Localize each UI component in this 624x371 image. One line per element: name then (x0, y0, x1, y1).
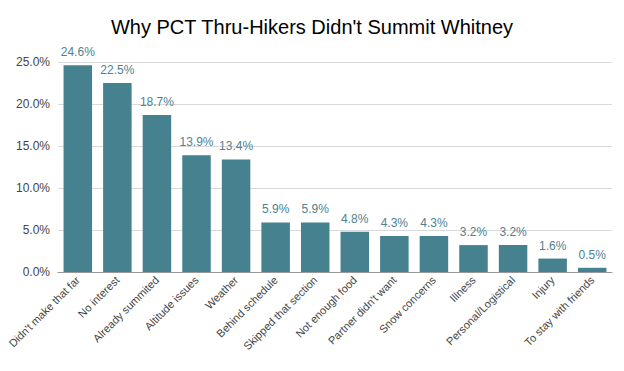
svg-text:Personal/Logistical: Personal/Logistical (444, 274, 518, 348)
svg-text:10.0%: 10.0% (16, 181, 50, 195)
svg-text:To stay with friends: To stay with friends (522, 273, 597, 348)
svg-text:Didn't make that far: Didn't make that far (6, 274, 82, 350)
svg-text:25.0%: 25.0% (16, 55, 50, 69)
svg-text:13.4%: 13.4% (219, 139, 253, 153)
svg-text:Already summited: Already summited (91, 274, 162, 345)
svg-text:22.5%: 22.5% (100, 63, 134, 77)
svg-text:15.0%: 15.0% (16, 139, 50, 153)
svg-text:18.7%: 18.7% (140, 95, 174, 109)
svg-text:Injury: Injury (529, 273, 557, 301)
svg-text:Behind schedule: Behind schedule (214, 273, 280, 340)
svg-text:20.0%: 20.0% (16, 97, 50, 111)
svg-text:3.2%: 3.2% (499, 225, 527, 239)
svg-text:Weather: Weather (203, 274, 241, 312)
svg-text:3.2%: 3.2% (460, 225, 488, 239)
svg-text:0.5%: 0.5% (579, 248, 607, 262)
svg-text:Illness: Illness (447, 273, 478, 304)
svg-text:5.0%: 5.0% (23, 223, 51, 237)
svg-text:1.6%: 1.6% (539, 239, 567, 253)
svg-text:Why PCT Thru-Hikers Didn't Sum: Why PCT Thru-Hikers Didn't Summit Whitne… (111, 16, 513, 38)
svg-text:5.9%: 5.9% (302, 202, 330, 216)
svg-text:Altitude issues: Altitude issues (142, 273, 201, 332)
svg-text:4.3%: 4.3% (381, 216, 409, 230)
svg-text:4.8%: 4.8% (341, 212, 369, 226)
svg-text:24.6%: 24.6% (61, 45, 95, 59)
svg-text:13.9%: 13.9% (179, 135, 213, 149)
svg-text:Skipped that section: Skipped that section (241, 274, 319, 352)
svg-text:No interest: No interest (75, 273, 122, 320)
svg-text:Snow concerns: Snow concerns (377, 273, 439, 335)
svg-text:0.0%: 0.0% (23, 265, 51, 279)
svg-text:Not enough food: Not enough food (293, 273, 359, 340)
svg-text:4.3%: 4.3% (420, 216, 448, 230)
svg-text:5.9%: 5.9% (262, 202, 290, 216)
svg-text:Partner didn't want: Partner didn't want (326, 274, 399, 347)
